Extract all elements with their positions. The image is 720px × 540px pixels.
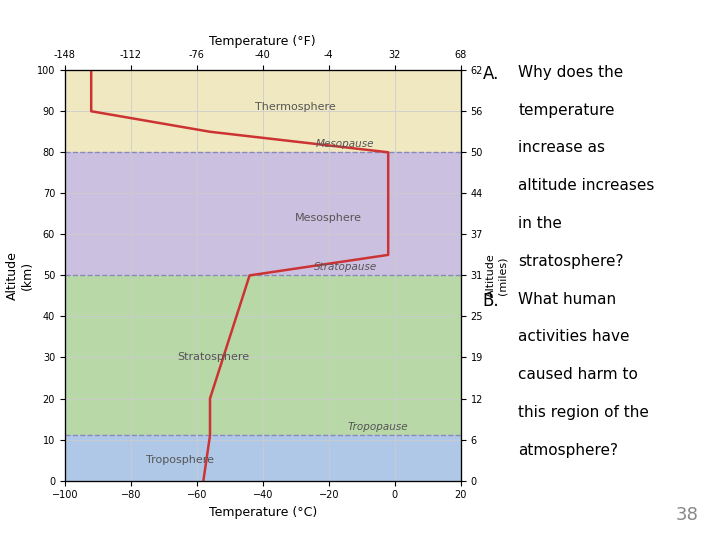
Text: altitude increases: altitude increases (518, 178, 654, 193)
Text: B.: B. (482, 292, 499, 309)
Y-axis label: Altitude
(miles): Altitude (miles) (486, 253, 508, 298)
Text: Mesopause: Mesopause (316, 139, 374, 149)
Text: atmosphere?: atmosphere? (518, 443, 618, 458)
Bar (65, 275, 461, 435)
Text: A.: A. (482, 65, 499, 83)
Text: Stratosphere: Stratosphere (177, 353, 249, 362)
Text: Why does the: Why does the (518, 65, 624, 80)
Text: caused harm to: caused harm to (518, 367, 638, 382)
Text: stratosphere?: stratosphere? (518, 254, 624, 269)
Text: Thermosphere: Thermosphere (256, 102, 336, 112)
Text: Stratopause: Stratopause (314, 262, 377, 272)
Text: Mesosphere: Mesosphere (295, 213, 362, 223)
Text: temperature: temperature (518, 103, 615, 118)
Bar (65, 70, 461, 152)
Text: What human: What human (518, 292, 616, 307)
Bar (65, 435, 461, 481)
Text: Troposphere: Troposphere (146, 455, 215, 465)
Y-axis label: Altitude
(km): Altitude (km) (6, 251, 34, 300)
Bar (65, 152, 461, 275)
Text: increase as: increase as (518, 140, 606, 156)
X-axis label: Temperature (°C): Temperature (°C) (209, 506, 317, 519)
X-axis label: Temperature (°F): Temperature (°F) (210, 35, 316, 48)
Text: activities have: activities have (518, 329, 630, 345)
Text: this region of the: this region of the (518, 405, 649, 420)
Text: in the: in the (518, 216, 562, 231)
Text: 38: 38 (675, 506, 698, 524)
Text: Tropopause: Tropopause (348, 422, 409, 432)
